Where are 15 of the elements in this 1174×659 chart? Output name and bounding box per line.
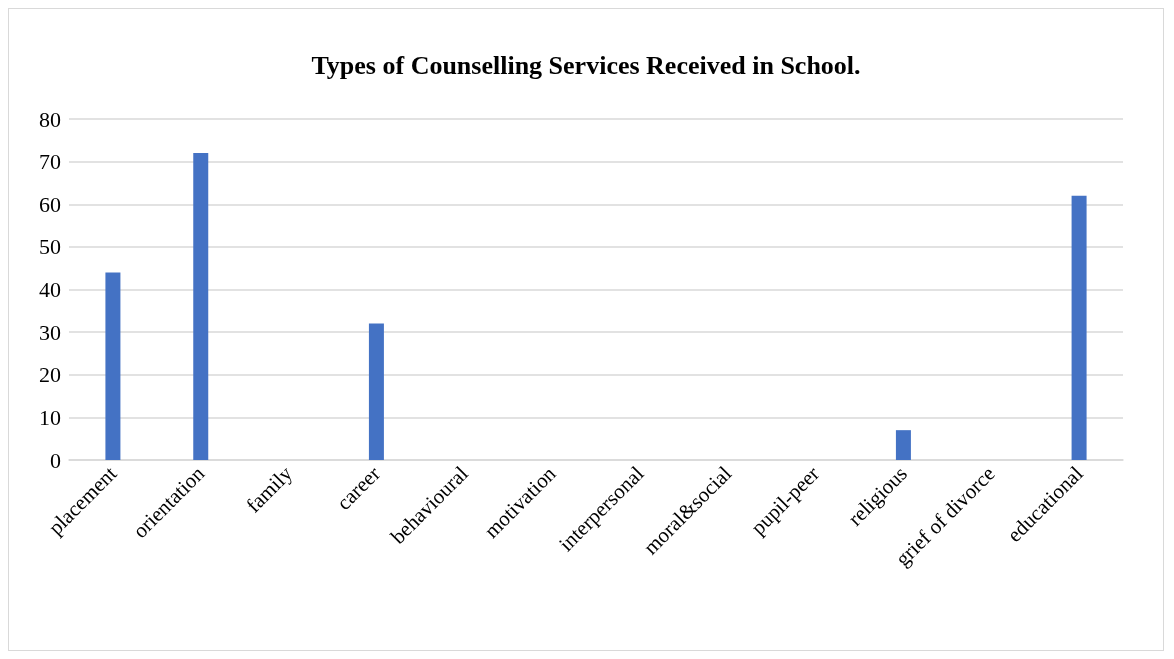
y-tick-label: 10 xyxy=(39,404,61,430)
y-tick-label: 30 xyxy=(39,319,61,345)
bar xyxy=(1071,195,1087,460)
bar xyxy=(895,430,911,460)
y-tick-label: 80 xyxy=(39,106,61,132)
bar xyxy=(105,272,121,460)
chart-title: Types of Counselling Services Received in School. xyxy=(311,50,861,80)
y-tick-label: 70 xyxy=(39,149,61,175)
y-tick-label: 0 xyxy=(50,447,61,473)
y-tick-label: 60 xyxy=(39,191,61,217)
bar xyxy=(193,153,209,460)
y-tick-label: 20 xyxy=(39,362,61,388)
y-tick-label: 50 xyxy=(39,234,61,260)
y-tick-label: 40 xyxy=(39,277,61,302)
bar xyxy=(368,323,384,460)
